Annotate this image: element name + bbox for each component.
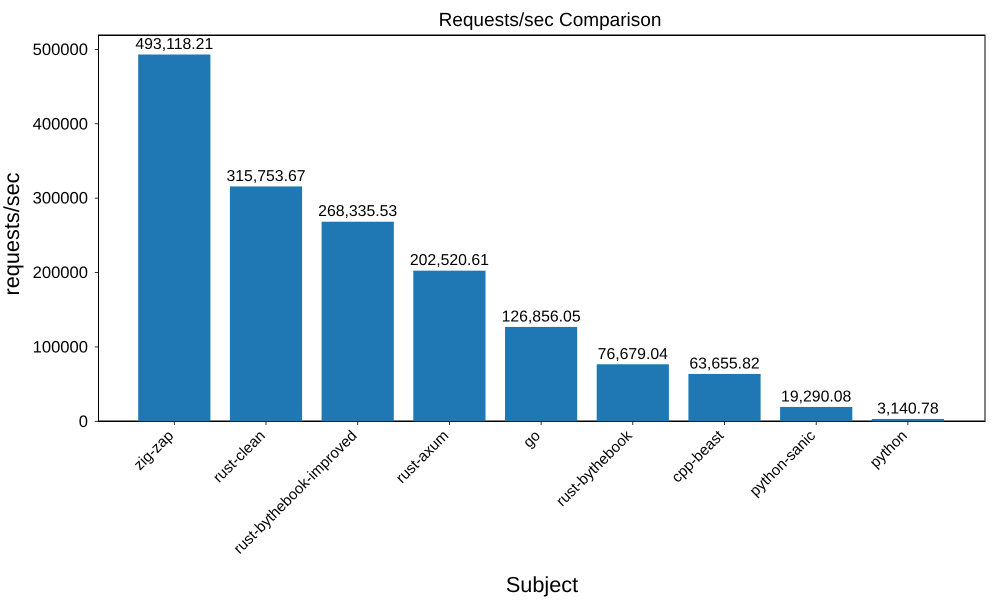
svg-text:python: python (867, 427, 911, 471)
svg-text:100000: 100000 (33, 337, 88, 356)
svg-text:300000: 300000 (33, 189, 88, 208)
svg-text:rust-clean: rust-clean (210, 427, 269, 486)
svg-text:rust-axum: rust-axum (393, 427, 452, 486)
svg-text:19,290.08: 19,290.08 (781, 388, 851, 405)
svg-text:493,118.21: 493,118.21 (135, 36, 213, 53)
svg-text:zig-zap: zig-zap (131, 427, 177, 473)
svg-text:400000: 400000 (33, 114, 88, 133)
svg-text:0: 0 (79, 412, 88, 431)
svg-text:3,140.78: 3,140.78 (877, 400, 939, 417)
svg-text:go: go (520, 427, 544, 451)
svg-text:Requests/sec Comparison: Requests/sec Comparison (439, 10, 662, 31)
svg-text:requests/sec: requests/sec (0, 172, 24, 295)
svg-text:Subject: Subject (506, 572, 578, 597)
svg-text:126,856.05: 126,856.05 (502, 308, 581, 325)
svg-text:202,520.61: 202,520.61 (410, 252, 489, 269)
svg-text:268,335.53: 268,335.53 (318, 203, 397, 220)
svg-text:python-sanic: python-sanic (746, 427, 819, 500)
svg-text:200000: 200000 (33, 263, 88, 282)
svg-text:500000: 500000 (33, 40, 88, 59)
svg-text:rust-bythebook: rust-bythebook (553, 427, 636, 510)
svg-text:315,753.67: 315,753.67 (226, 168, 305, 185)
svg-text:76,679.04: 76,679.04 (598, 346, 668, 363)
svg-text:cpp-beast: cpp-beast (668, 427, 727, 486)
svg-text:63,655.82: 63,655.82 (689, 355, 759, 372)
